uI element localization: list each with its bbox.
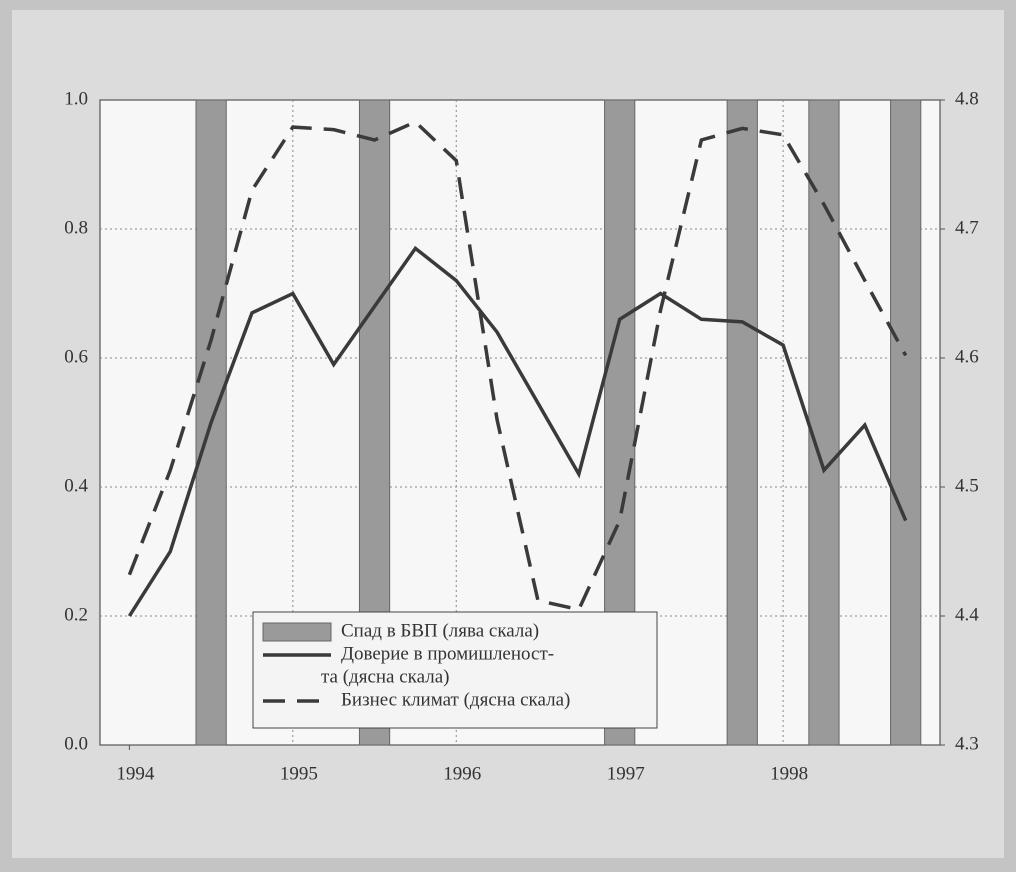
legend-label: Доверие в промишленост- <box>341 643 554 664</box>
legend-swatch <box>262 622 332 642</box>
series-line <box>127 119 908 612</box>
y2-tick-label: 4.4 <box>955 604 979 625</box>
y2-tick-label: 4.3 <box>955 733 979 754</box>
y2-tick-label: 4.8 <box>955 88 979 109</box>
recession-bar <box>726 99 758 746</box>
y2-tick-label: 4.7 <box>955 217 979 238</box>
legend-label: Спад в БВП (лява скала) <box>341 620 539 641</box>
y-tick-label: 0.4 <box>64 475 88 496</box>
y-tick-label: 0.8 <box>64 217 88 238</box>
y-tick-label: 0.6 <box>64 346 88 367</box>
y2-tick-label: 4.6 <box>955 346 979 367</box>
x-tick-label: 1996 <box>443 763 481 784</box>
y2-tick-label: 4.5 <box>955 475 979 496</box>
recession-bar <box>890 99 922 746</box>
y-tick-label: 1.0 <box>64 88 88 109</box>
legend-label: та (дясна скала) <box>321 666 449 687</box>
series-line <box>127 245 908 617</box>
recession-bar <box>808 99 840 746</box>
x-tick-label: 1998 <box>770 763 808 784</box>
x-tick-label: 1994 <box>116 763 155 784</box>
x-tick-label: 1995 <box>280 763 318 784</box>
legend-label: Бизнес климат (дясна скала) <box>341 689 570 710</box>
y-tick-label: 0.2 <box>64 604 88 625</box>
y-tick-label: 0.0 <box>64 733 88 754</box>
x-tick-label: 1997 <box>607 763 645 784</box>
